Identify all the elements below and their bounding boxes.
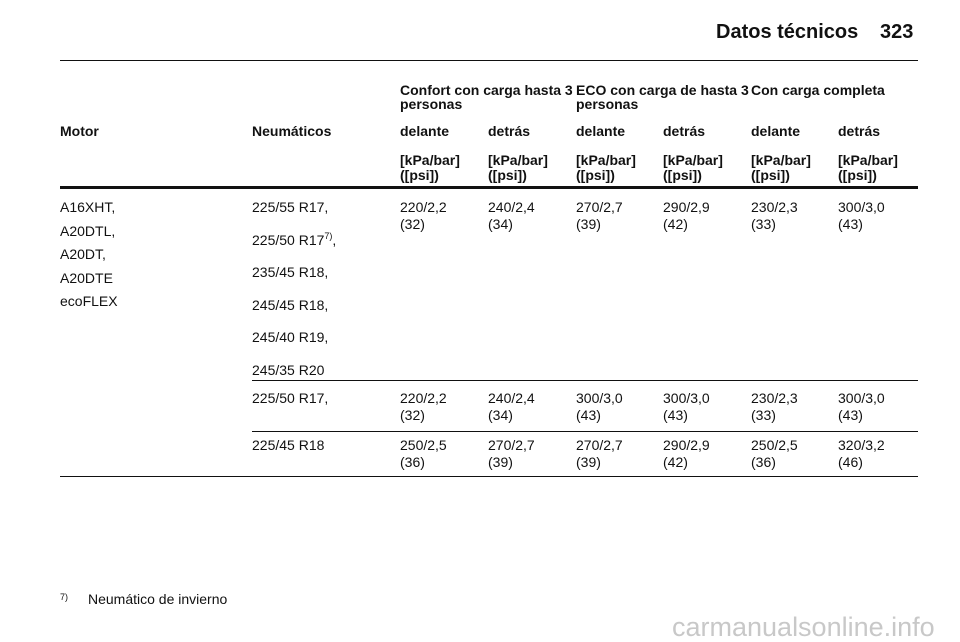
footnote-ref: 7) <box>324 230 333 241</box>
motor: A20DTL, <box>60 222 116 239</box>
watermark: carmanualsonline.info <box>672 612 935 642</box>
pressure: (39) <box>576 454 601 470</box>
column-header: Motor <box>60 123 99 139</box>
tyre-size: 245/35 R20 <box>252 361 325 378</box>
tyre-size: 225/50 R17, <box>252 390 329 406</box>
tyre: 235/45 R18, <box>252 265 328 280</box>
unit: ([psi]) <box>488 167 527 183</box>
motor: A20DT, <box>60 246 106 262</box>
pressure: (39) <box>488 454 513 470</box>
tyre-size: 235/45 R18, <box>252 264 329 280</box>
motor: A20DTE <box>60 269 113 286</box>
pressure: 230/2,3 <box>751 390 798 406</box>
unit: ([psi]) <box>576 167 615 183</box>
unit: ([psi]) <box>838 167 877 183</box>
pressure: (32) <box>400 407 425 423</box>
pressure: (43) <box>663 407 688 423</box>
pressure: (33) <box>751 407 776 423</box>
tyre: 245/45 R18, <box>252 296 329 313</box>
pressure: 270/2,7 <box>576 437 623 453</box>
pressure: 220/2,2 <box>400 390 447 406</box>
column-header: delante <box>751 123 801 139</box>
unit: [kPa/bar] <box>400 152 460 168</box>
pressure: (46) <box>838 454 863 470</box>
pressure: 270/2,7 <box>576 199 623 215</box>
tyre: 245/40 R19, <box>252 330 328 345</box>
pressure: (43) <box>838 216 863 232</box>
unit: [kPa/bar] <box>751 152 811 168</box>
footnote-text: Neumático de invierno <box>88 591 228 607</box>
pressure: (42) <box>663 216 688 232</box>
column-header: delante <box>576 123 626 139</box>
pressure: 240/2,4 <box>488 390 535 406</box>
pressure: (34) <box>488 216 513 232</box>
tyre-size: 245/40 R19, <box>252 329 329 345</box>
tyre: 225/50 R17, <box>252 391 328 406</box>
pressure: 300/3,0 <box>663 390 710 406</box>
group-header: Confort con carga hasta 3 personas <box>400 82 573 112</box>
unit: ([psi]) <box>663 167 702 183</box>
tyre: 245/35 R20 <box>252 361 325 378</box>
tyre-size: 225/50 R17 <box>252 231 325 248</box>
pressure: 290/2,9 <box>663 437 710 453</box>
pressure: 300/3,0 <box>838 199 885 215</box>
column-header: detrás <box>488 123 531 139</box>
pressure: 250/2,5 <box>400 437 447 453</box>
pressure: 250/2,5 <box>751 437 798 453</box>
pressure: 300/3,0 <box>838 390 885 406</box>
unit: ([psi]) <box>751 167 790 183</box>
pressure: 300/3,0 <box>576 390 623 406</box>
pressure: 270/2,7 <box>488 437 535 453</box>
tyre: 225/45 R18 <box>252 438 324 453</box>
motor: A16XHT, <box>60 199 116 215</box>
pressure: (42) <box>663 454 688 470</box>
unit: ([psi]) <box>400 167 439 183</box>
column-header: detrás <box>838 123 881 139</box>
group-header: Con carga completa <box>751 82 885 98</box>
separator: , <box>332 231 337 248</box>
unit: [kPa/bar] <box>838 152 898 168</box>
pressure: (33) <box>751 216 776 232</box>
rule <box>252 431 918 432</box>
pressure: (43) <box>838 407 863 423</box>
pressure: (36) <box>751 454 776 470</box>
unit: [kPa/bar] <box>576 152 636 168</box>
rule <box>60 60 918 61</box>
group-header: ECO con carga de hasta 3 personas <box>576 82 749 112</box>
rule <box>252 380 918 381</box>
tyre: 225/55 R17, <box>252 200 328 215</box>
footnote-mark: 7) <box>60 592 69 602</box>
motor: ecoFLEX <box>60 293 118 309</box>
pressure: 240/2,4 <box>488 199 535 215</box>
pressure: (32) <box>400 216 425 232</box>
pressure: (39) <box>576 216 601 232</box>
tyre-size: 225/45 R18 <box>252 437 325 453</box>
pressure: (34) <box>488 407 513 423</box>
page-title: Datos técnicos <box>716 21 859 43</box>
unit: [kPa/bar] <box>488 152 548 168</box>
unit: [kPa/bar] <box>663 152 723 168</box>
page-number: 323 <box>880 21 914 43</box>
pressure: (43) <box>576 407 601 423</box>
pressure: 320/3,2 <box>838 437 885 453</box>
rule <box>60 476 918 477</box>
pressure: 220/2,2 <box>400 199 447 215</box>
column-header: Neumáticos <box>252 123 332 139</box>
tyre-size: 245/45 R18, <box>252 296 329 313</box>
column-header: detrás <box>663 123 706 139</box>
tyre: 225/50 R177), <box>252 230 337 248</box>
tyre-size: 225/55 R17, <box>252 199 329 215</box>
rule <box>60 186 918 189</box>
pressure: 290/2,9 <box>663 199 710 215</box>
pressure: (36) <box>400 454 425 470</box>
column-header: delante <box>400 123 450 139</box>
pressure: 230/2,3 <box>751 199 798 215</box>
